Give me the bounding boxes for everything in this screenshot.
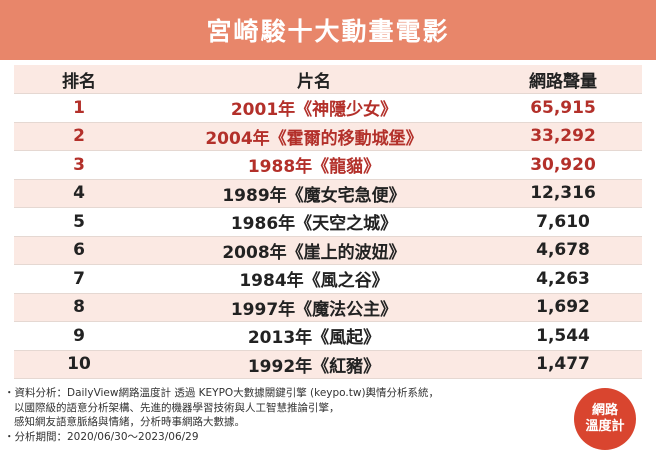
volume-cell: 7,610	[536, 211, 590, 232]
table-row: 8 1997年《魔法公主》 1,692	[14, 293, 642, 322]
table-row: 4 1989年《魔女宅急便》 12,316	[14, 179, 642, 208]
table-row: 5 1986年《天空之城》 7,610	[14, 208, 642, 237]
ranking-table: 排名 片名 網路聲量 1 2001年《神隱少女》 65,915 2 2004年《…	[14, 65, 642, 379]
logo-text-2: 溫度計	[585, 419, 625, 434]
volume-cell: 33,292	[530, 126, 596, 147]
table-row: 3 1988年《龍貓》 30,920	[14, 151, 642, 180]
rank-cell: 10	[67, 354, 91, 375]
table-row: 1 2001年《神隱少女》 65,915	[14, 94, 642, 123]
volume-cell: 1,544	[536, 325, 590, 346]
title-cell: 1992年《紅豬》	[247, 356, 381, 377]
table-row: 7 1984年《風之谷》 4,263	[14, 265, 642, 294]
volume-cell: 30,920	[530, 154, 596, 175]
volume-cell: 1,692	[536, 297, 590, 318]
rank-cell: 1	[73, 97, 85, 118]
rank-cell: 5	[73, 211, 85, 232]
title-cell: 2004年《霍爾的移動城堡》	[205, 128, 423, 149]
title-cell: 1986年《天空之城》	[230, 214, 398, 235]
rank-cell: 2	[73, 126, 85, 147]
dailyview-logo: 網路 溫度計	[574, 388, 636, 450]
rank-cell: 8	[73, 297, 85, 318]
volume-cell: 4,678	[536, 240, 590, 261]
rank-cell: 4	[73, 183, 85, 204]
title-cell: 2013年《風起》	[247, 328, 381, 349]
volume-cell: 12,316	[530, 183, 596, 204]
title-banner: 宮崎駿十大動畫電影	[0, 0, 656, 60]
page-title: 宮崎駿十大動畫電影	[206, 17, 450, 46]
source-note: ・資料分析：DailyView網路溫度計 透過 KEYPO大數據關鍵引擎 (ke…	[4, 386, 534, 444]
header-rank: 排名	[62, 71, 96, 92]
title-cell: 2008年《崖上的波妞》	[222, 242, 406, 263]
rank-cell: 7	[73, 268, 85, 289]
rank-cell: 9	[73, 325, 85, 346]
table-row: 2 2004年《霍爾的移動城堡》 33,292	[14, 122, 642, 151]
rank-cell: 3	[73, 154, 85, 175]
volume-cell: 1,477	[536, 354, 590, 375]
header-title: 片名	[297, 71, 331, 92]
title-cell: 2001年《神隱少女》	[230, 100, 398, 121]
table-row: 10 1992年《紅豬》 1,477	[14, 350, 642, 379]
title-cell: 1989年《魔女宅急便》	[222, 185, 406, 206]
logo-text-1: 網路	[591, 403, 618, 418]
rank-cell: 6	[73, 240, 85, 261]
title-cell: 1984年《風之谷》	[239, 271, 389, 292]
volume-cell: 65,915	[530, 97, 596, 118]
source-line-3: 感知網友語意脈絡與情緒，分析時事網路大數據。	[14, 416, 245, 428]
source-line-1: ・資料分析：DailyView網路溫度計 透過 KEYPO大數據關鍵引擎 (ke…	[4, 387, 440, 399]
table-header-row: 排名 片名 網路聲量	[14, 65, 642, 94]
table-row: 9 2013年《風起》 1,544	[14, 322, 642, 351]
title-cell: 1997年《魔法公主》	[230, 299, 398, 320]
analysis-period: ・分析期間：2020/06/30～2023/06/29	[4, 430, 199, 443]
source-line-2: 以國際級的語意分析架構、先進的機器學習技術與人工智慧推論引擎，	[14, 401, 340, 414]
volume-cell: 4,263	[536, 268, 590, 289]
title-cell: 1988年《龍貓》	[247, 157, 381, 178]
header-volume: 網路聲量	[529, 71, 597, 92]
table-row: 6 2008年《崖上的波妞》 4,678	[14, 236, 642, 265]
